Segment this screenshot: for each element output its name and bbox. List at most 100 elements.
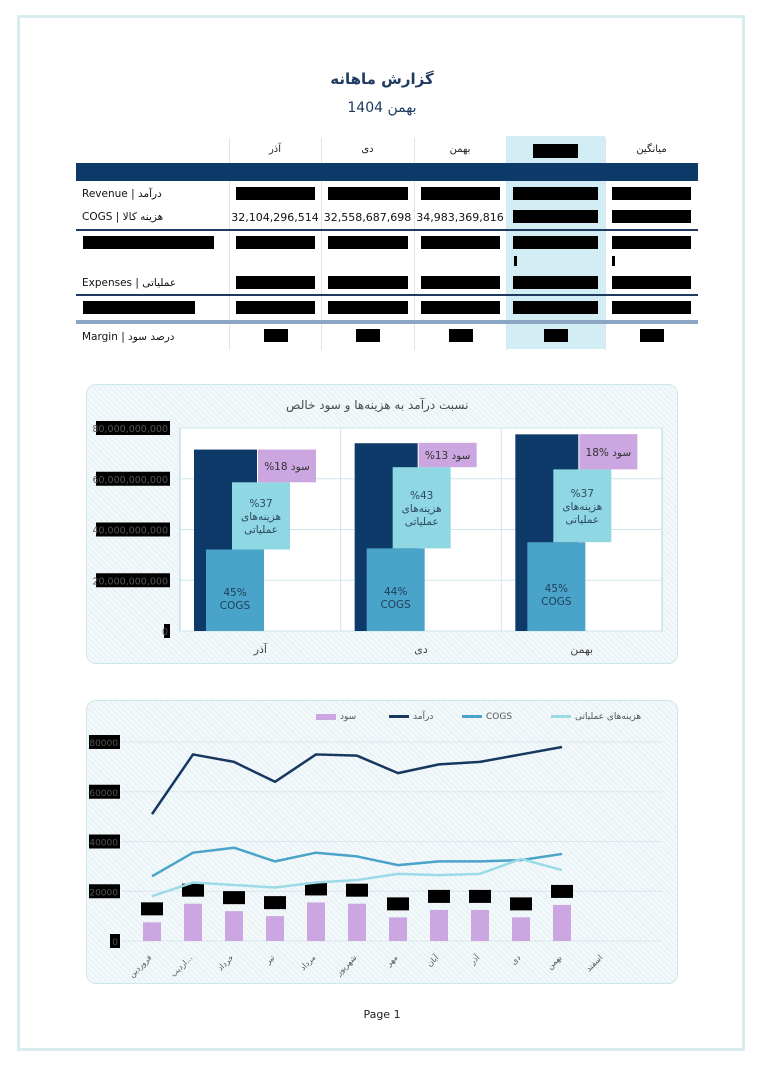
series-line-revenue <box>150 745 563 815</box>
redacted-cell <box>513 276 598 289</box>
x-tick-label: دی <box>414 643 428 656</box>
redacted-cell <box>612 210 691 223</box>
column-divider <box>229 138 230 350</box>
table-cell: 34,983,369,816 <box>416 211 504 224</box>
page-number: Page 1 <box>363 1008 401 1021</box>
redacted-data-label <box>387 897 409 911</box>
redacted-cell <box>544 329 568 342</box>
x-tick-label: فروردین <box>127 953 153 979</box>
opex-label: %37 <box>571 488 594 500</box>
profit-column <box>266 916 284 941</box>
redacted-data-label <box>469 889 491 903</box>
cogs-label: 45% <box>545 583 568 595</box>
x-tick-label: آبان <box>424 952 441 969</box>
cogs-bar <box>206 549 264 631</box>
opex-label: %43 <box>410 490 433 502</box>
redacted-cell <box>328 301 408 314</box>
chart-title: نسبت درآمد به هزینه‌ها و سود خالص <box>286 398 469 412</box>
table-cell: 32,558,687,698 <box>323 211 412 224</box>
redacted-data-label <box>510 897 532 911</box>
cogs-label: COGS <box>220 600 251 612</box>
profit-column <box>471 909 489 941</box>
x-tick-label: اردیب... <box>169 953 195 979</box>
legend-item-cogs: COGS <box>462 712 512 722</box>
cogs-label: 44% <box>384 586 407 598</box>
redacted-data-label <box>223 891 245 905</box>
legend-label: سود <box>340 712 357 722</box>
legend-item-opex: هزینه‌های عملیاتی <box>551 712 641 722</box>
y-tick-box <box>96 471 170 486</box>
row-label: Revenue | درآمد <box>82 188 162 200</box>
opex-label: هزینه‌های <box>241 511 281 523</box>
x-tick-label: آذر <box>253 642 268 656</box>
opex-label: عملیاتی <box>565 514 599 526</box>
y-tick-box <box>96 522 170 537</box>
opex-bar <box>553 469 612 543</box>
y-tick-label: 60,000,000,000 <box>92 475 168 486</box>
column-header: آذر <box>268 144 282 155</box>
y-tick-box <box>89 884 120 899</box>
profit-column <box>307 902 325 941</box>
legend-swatch <box>316 713 336 720</box>
redacted-cell <box>449 329 473 342</box>
y-tick-box <box>89 735 120 749</box>
legend-label: درآمد <box>413 712 434 722</box>
profit-column <box>430 909 448 941</box>
cogs-label: 45% <box>223 587 246 599</box>
page-border <box>17 15 745 1051</box>
table-rule <box>76 229 698 231</box>
y-tick-label: 40000 <box>89 839 118 849</box>
y-tick-label: 40,000,000,000 <box>92 526 168 537</box>
x-tick-label: بهمن <box>545 953 563 971</box>
redacted-data-label <box>264 896 286 910</box>
column-divider <box>605 138 606 350</box>
x-tick-label: مهر <box>384 953 400 969</box>
redacted-data-label <box>551 884 573 898</box>
redacted-data-label <box>182 883 204 897</box>
redacted-cell <box>236 276 315 289</box>
profit-column <box>389 917 407 941</box>
cogs-bar <box>366 548 425 631</box>
redacted-data-label <box>346 883 368 897</box>
redacted-cell <box>612 301 691 314</box>
table-double-rule <box>76 320 698 324</box>
table-header-bar <box>76 163 698 181</box>
redacted-cell <box>264 329 288 342</box>
redacted-cell <box>513 187 598 200</box>
series-line-opex <box>151 857 563 898</box>
opex-label: %37 <box>249 498 272 510</box>
redacted-cell <box>421 276 500 289</box>
profit-label: %13 سود <box>425 450 471 462</box>
opex-bar <box>232 482 290 550</box>
y-tick-label: 0 <box>162 627 168 638</box>
profit-column <box>184 903 202 941</box>
legend-item-revenue: درآمد <box>389 712 433 722</box>
redacted-cell <box>421 236 500 249</box>
opex-label: عملیاتی <box>405 516 439 528</box>
y-tick-label: 20000 <box>89 888 118 898</box>
x-tick-label: تیر <box>263 953 276 966</box>
redacted-cell <box>328 276 408 289</box>
x-tick-label: شهریور <box>334 953 359 978</box>
column-divider <box>506 138 507 350</box>
y-tick-box <box>96 573 170 588</box>
redacted-cell <box>328 236 408 249</box>
column-divider <box>414 138 415 350</box>
y-tick-box <box>96 421 170 435</box>
row-label: Expenses | عملیاتی <box>82 277 177 289</box>
column-divider <box>321 138 322 350</box>
report-subtitle: بهمن 1404 <box>347 100 417 116</box>
profit-bar <box>418 442 477 468</box>
x-tick-label: خرداد <box>216 953 236 973</box>
x-tick-label: آذر <box>467 952 482 967</box>
legend-swatch <box>389 715 409 718</box>
y-tick-label: 80,000,000,000 <box>92 424 168 435</box>
legend-label: هزینه‌های عملیاتی <box>575 712 642 722</box>
redacted-cell <box>513 236 598 249</box>
redacted-data-label <box>141 902 163 916</box>
table-rule <box>76 294 698 296</box>
profit-bar <box>258 449 316 483</box>
y-tick-label: 80000 <box>89 739 118 749</box>
y-tick-box <box>110 934 120 948</box>
